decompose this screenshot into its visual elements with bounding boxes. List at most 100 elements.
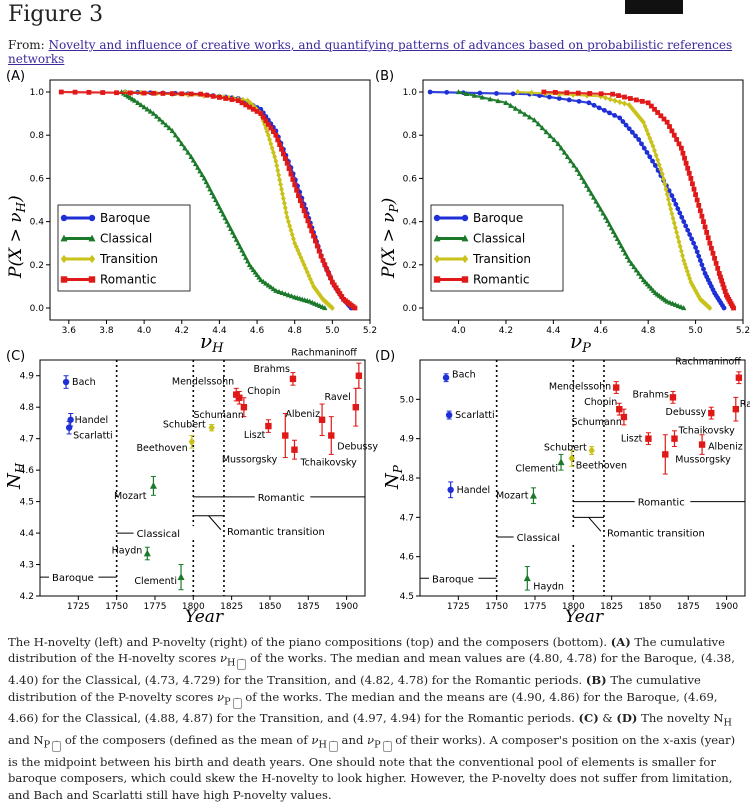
series-point-classical — [602, 214, 609, 220]
series-point-romantic — [616, 93, 621, 98]
math-menu-icon[interactable]: ⌃ — [52, 740, 62, 752]
series-point-romantic — [286, 166, 292, 172]
composer-label-schubert: Schubert — [163, 420, 206, 431]
period-label-baroque: Baroque — [52, 573, 94, 584]
panel-b-label: (B) — [375, 69, 394, 84]
math-menu-icon[interactable]: ⌃ — [328, 740, 338, 752]
series-point-transition — [658, 166, 664, 173]
composer-point-scarlatti — [65, 424, 73, 431]
x-tick-label: 4.4 — [546, 326, 561, 336]
series-point-classical — [224, 218, 230, 224]
series-point-romantic — [628, 96, 633, 101]
series-point-baroque — [566, 97, 572, 103]
series-point-classical — [276, 288, 282, 294]
series-point-transition — [247, 99, 253, 106]
math-menu-icon[interactable]: ⌃ — [382, 740, 392, 752]
series-point-romantic — [235, 98, 241, 104]
composer-label-clementi: Clementi — [515, 463, 558, 474]
y-tick-label: 0.4 — [403, 218, 418, 228]
series-point-romantic — [127, 90, 133, 96]
series-point-transition — [653, 152, 659, 159]
series-point-classical — [233, 236, 239, 242]
x-tick-label: 4.2 — [175, 326, 189, 336]
legend-label-romantic: Romantic — [100, 273, 156, 287]
series-point-transition — [267, 136, 273, 143]
composer-point-ravel — [352, 404, 360, 411]
series-point-romantic — [552, 89, 558, 95]
series-point-romantic — [697, 208, 703, 214]
series-point-transition — [670, 215, 676, 222]
series-point-romantic — [685, 165, 691, 171]
y-tick-label: 0.2 — [30, 261, 44, 271]
composer-point-schubert — [588, 446, 595, 455]
series-point-romantic — [694, 197, 700, 203]
composer-label-rachmaninoff: Rachmaninoff — [675, 357, 741, 368]
series-point-baroque — [547, 94, 552, 100]
composer-point-chopin — [236, 394, 243, 401]
composer-point-rachmaninoff — [355, 372, 363, 379]
composer-label-bach: Bach — [452, 370, 476, 381]
series-point-classical — [235, 240, 241, 246]
series-point-classical — [199, 171, 205, 177]
composer-label-brahms: Brahms — [632, 389, 669, 400]
series-point-transition — [278, 181, 283, 188]
series-point-romantic — [273, 132, 279, 138]
x-tick-label: 1875 — [677, 602, 700, 612]
series-point-classical — [207, 186, 213, 192]
series-point-classical — [598, 206, 604, 212]
legend-label-classical: Classical — [473, 232, 525, 246]
composer-label-scarlatti: Scarlatti — [73, 431, 113, 442]
series-point-transition — [275, 167, 281, 174]
series-point-transition — [276, 172, 282, 179]
math-menu-icon[interactable]: ⌃ — [232, 697, 242, 709]
series-point-baroque — [650, 158, 655, 164]
series-point-transition — [682, 260, 688, 268]
series-point-transition — [674, 229, 680, 236]
series-point-baroque — [596, 105, 602, 111]
panel-b-ylabel: P(X > νP) — [379, 198, 401, 279]
series-point-classical — [179, 140, 185, 146]
series-point-classical — [558, 145, 564, 151]
series-point-romantic — [217, 95, 222, 100]
source-article-link[interactable]: Novelty and influence of creative works,… — [8, 38, 733, 66]
series-point-romantic — [204, 92, 210, 98]
series-point-romantic — [691, 186, 697, 192]
series-point-classical — [197, 168, 203, 174]
series-point-baroque — [669, 193, 675, 199]
series-point-romantic — [210, 93, 216, 99]
x-tick-label: 1725 — [447, 602, 470, 612]
series-point-romantic — [309, 228, 315, 234]
series-point-baroque — [679, 214, 685, 220]
x-tick-label: 1800 — [182, 602, 205, 612]
series-point-transition — [669, 210, 675, 217]
panel-c-points: Bach Handel Scarlatti Mozart Haydn Clementi Be… — [62, 348, 378, 591]
series-point-romantic — [678, 145, 684, 151]
x-tick-label: 4.6 — [250, 326, 265, 336]
x-tick-label: 4.6 — [594, 326, 609, 336]
math-menu-icon[interactable]: ⌃ — [237, 659, 247, 671]
legend-marker-classical — [433, 234, 441, 242]
series-point-baroque — [673, 201, 679, 207]
y-tick-label: 0.2 — [403, 261, 417, 271]
series-point-classical — [576, 170, 583, 176]
series-point-classical — [175, 136, 182, 142]
y-tick-label: 4.4 — [20, 529, 35, 539]
series-point-baroque — [693, 245, 698, 250]
series-point-romantic — [250, 106, 256, 112]
series-point-baroque — [677, 210, 683, 216]
composer-point-haydn — [143, 549, 151, 557]
composer-label-albeniz: Albeniz — [285, 409, 320, 420]
series-point-romantic — [307, 223, 313, 229]
series-point-baroque — [701, 266, 706, 272]
x-tick-label: 4.8 — [641, 326, 656, 336]
series-point-classical — [229, 229, 236, 235]
composer-point-albeniz — [318, 416, 326, 423]
composer-label-mozart: Mozart — [114, 491, 147, 502]
x-tick-label: 1850 — [258, 602, 281, 612]
series-point-romantic — [311, 233, 316, 239]
series-point-romantic — [699, 213, 705, 219]
composer-label-mendelssohn: Mendelssohn — [549, 382, 611, 393]
series-point-classical — [243, 254, 249, 260]
series-point-baroque — [444, 89, 450, 95]
series-point-romantic — [639, 98, 645, 104]
